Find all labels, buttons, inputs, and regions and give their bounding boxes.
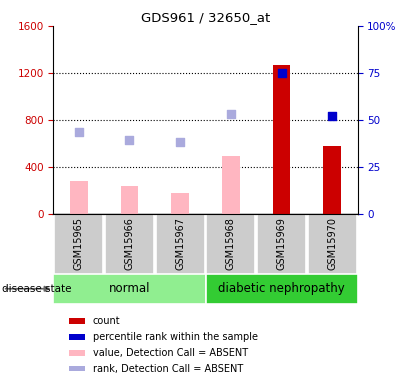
Text: GSM15968: GSM15968 (226, 217, 236, 270)
Bar (206, 274, 358, 304)
Title: GDS961 / 32650_at: GDS961 / 32650_at (141, 11, 270, 24)
Bar (120, 186, 139, 214)
Bar (53, 274, 206, 304)
Text: rank, Detection Call = ABSENT: rank, Detection Call = ABSENT (93, 364, 243, 374)
Text: disease state: disease state (2, 284, 72, 294)
Bar (308, 214, 357, 274)
Point (329, 114, 335, 120)
Point (278, 70, 285, 76)
Text: normal: normal (109, 282, 150, 295)
Text: GSM15969: GSM15969 (277, 217, 286, 270)
Point (228, 111, 234, 117)
Point (177, 139, 183, 145)
Bar (222, 156, 240, 214)
Bar (69, 366, 85, 372)
Text: percentile rank within the sample: percentile rank within the sample (93, 332, 258, 342)
Bar (272, 65, 291, 214)
Point (126, 137, 133, 143)
Bar (156, 214, 205, 274)
Bar (69, 350, 85, 355)
Bar (54, 214, 103, 274)
Text: value, Detection Call = ABSENT: value, Detection Call = ABSENT (93, 348, 248, 358)
Text: GSM15965: GSM15965 (74, 217, 84, 270)
Bar (69, 318, 85, 324)
Bar (323, 146, 341, 214)
Bar (105, 214, 154, 274)
Text: GSM15967: GSM15967 (175, 217, 185, 270)
Point (76, 129, 82, 135)
Bar (69, 334, 85, 340)
Text: count: count (93, 316, 120, 326)
Bar (171, 193, 189, 214)
Text: GSM15970: GSM15970 (327, 217, 337, 270)
Bar (206, 214, 255, 274)
Bar (70, 181, 88, 214)
Text: diabetic nephropathy: diabetic nephropathy (218, 282, 345, 295)
Text: GSM15966: GSM15966 (125, 217, 134, 270)
Bar (257, 214, 306, 274)
